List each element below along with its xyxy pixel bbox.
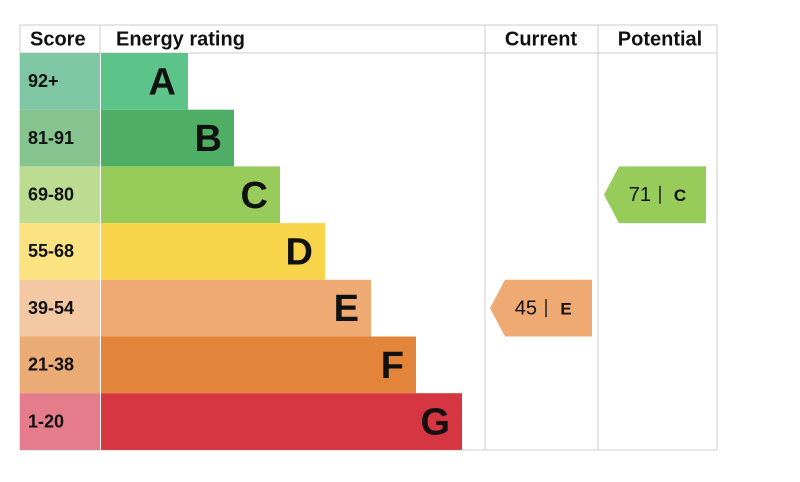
score-cell	[20, 166, 100, 224]
score-range: 21-38	[28, 355, 74, 375]
rating-bar	[101, 336, 416, 394]
rating-bar	[101, 279, 371, 337]
header-score: Score	[30, 28, 86, 50]
rating-bar	[101, 109, 234, 167]
score-range: 81-91	[28, 128, 74, 148]
score-range: 39-54	[28, 298, 74, 318]
rating-letter: B	[195, 118, 222, 160]
rating-bar	[101, 223, 325, 280]
header-rating: Energy rating	[116, 28, 245, 50]
score-cell	[20, 223, 100, 280]
rating-letter: A	[149, 61, 176, 103]
score-range: 92+	[28, 71, 59, 91]
current-letter: E	[560, 300, 571, 319]
score-cell	[20, 336, 100, 394]
current-arrow	[490, 279, 592, 337]
rating-letter: C	[241, 175, 268, 217]
rating-letter: E	[334, 288, 359, 330]
score-range: 69-80	[28, 185, 74, 205]
current-value: 45	[515, 297, 537, 319]
rating-letter: F	[381, 345, 404, 387]
score-cell	[20, 109, 100, 167]
potential-arrow	[604, 166, 706, 224]
header-current: Current	[505, 28, 578, 50]
score-cell	[20, 53, 100, 110]
score-range: 1-20	[28, 411, 64, 431]
header-potential: Potential	[618, 28, 702, 50]
rating-bar	[101, 53, 188, 110]
score-cell	[20, 279, 100, 337]
rating-letter: G	[420, 402, 450, 444]
potential-value: 71	[629, 184, 651, 206]
score-range: 55-68	[28, 241, 74, 261]
rating-bar	[101, 393, 462, 450]
score-cell	[20, 393, 100, 450]
potential-letter: C	[674, 186, 686, 205]
rating-bar	[101, 166, 280, 224]
rating-letter: D	[286, 231, 313, 273]
